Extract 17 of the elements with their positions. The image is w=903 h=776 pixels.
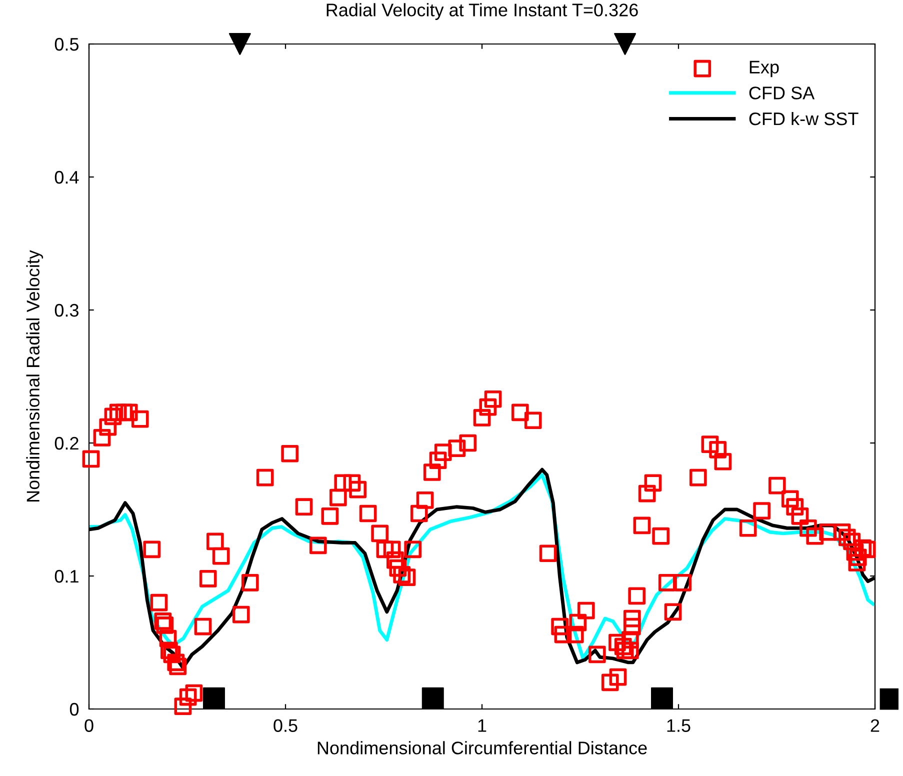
y-tick-label: 0.5 — [54, 38, 79, 51]
y-axis-title: Nondimensional Radial Velocity — [26, 250, 44, 502]
x-tick-label: 1 — [478, 719, 486, 732]
x-axis-title: Nondimensional Circumferential Distance — [318, 741, 647, 754]
chart-title: Radial Velocity at Time Instant T=0.326 — [326, 3, 638, 20]
y-tick-label: 0.4 — [54, 170, 79, 184]
legend-label: CFD k-w SST — [749, 112, 858, 126]
x-tick-label: 2 — [870, 719, 880, 732]
y-tick-label: 0.3 — [54, 304, 78, 317]
y-tick-label: 0.1 — [54, 570, 78, 583]
x-tick-label: 1.5 — [667, 719, 690, 732]
legend-label: CFD SA — [749, 86, 815, 100]
x-tick-label: 0 — [84, 719, 94, 732]
x-tick-label: 0.5 — [274, 719, 298, 732]
y-tick-label: 0.2 — [54, 436, 78, 450]
legend-label: Exp — [750, 60, 779, 78]
y-tick-label: 0 — [70, 702, 79, 716]
